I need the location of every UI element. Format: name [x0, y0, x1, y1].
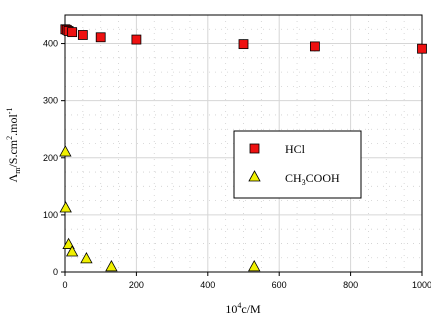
x-tick-label: 800	[343, 280, 358, 290]
data-point-ch3cooh	[80, 252, 93, 264]
data-point-ch3cooh	[59, 145, 72, 157]
data-point-hcl	[131, 34, 142, 45]
legend: HCl CH3COOH	[233, 130, 362, 199]
y-axis-title: Λm/S.cm2.mol-1	[5, 108, 22, 183]
y-tick-label: 200	[43, 153, 58, 163]
x-tick-label: 200	[129, 280, 144, 290]
data-point-hcl	[417, 43, 427, 54]
legend-label-hcl: HCl	[285, 142, 306, 156]
data-point-ch3cooh	[105, 260, 118, 272]
legend-item-ch3cooh: CH3COOH	[248, 170, 340, 187]
y-tick-label: 400	[43, 39, 58, 49]
x-axis-ticks: 0 200 400 600 800 1000	[62, 272, 431, 290]
data-point-ch3cooh	[62, 237, 75, 249]
data-point-hcl	[95, 32, 106, 43]
y-tick-label: 0	[53, 267, 58, 277]
data-marks	[59, 24, 427, 272]
legend-item-hcl: HCl	[249, 142, 306, 156]
x-axis-title: 104c/M	[225, 301, 261, 316]
legend-label-ch3cooh: CH3COOH	[285, 171, 340, 187]
legend-marker-ch3cooh	[248, 170, 261, 182]
data-point-hcl	[238, 39, 249, 50]
x-tick-label: 400	[200, 280, 215, 290]
plot-area	[64, 14, 423, 273]
data-point-hcl	[67, 27, 78, 38]
y-tick-label: 300	[43, 96, 58, 106]
data-point-ch3cooh	[59, 201, 72, 213]
data-point-ch3cooh	[248, 260, 261, 272]
x-tick-label: 600	[272, 280, 287, 290]
x-tick-label: 0	[62, 280, 67, 290]
data-point-hcl	[309, 41, 320, 52]
legend-box	[233, 130, 362, 199]
y-axis-ticks: 0 100 200 300 400	[43, 39, 65, 277]
y-tick-label: 100	[43, 210, 58, 220]
x-tick-label: 1000	[412, 280, 431, 290]
legend-marker-hcl	[249, 143, 260, 154]
data-point-hcl	[77, 30, 88, 40]
data-point-ch3cooh	[65, 245, 79, 257]
